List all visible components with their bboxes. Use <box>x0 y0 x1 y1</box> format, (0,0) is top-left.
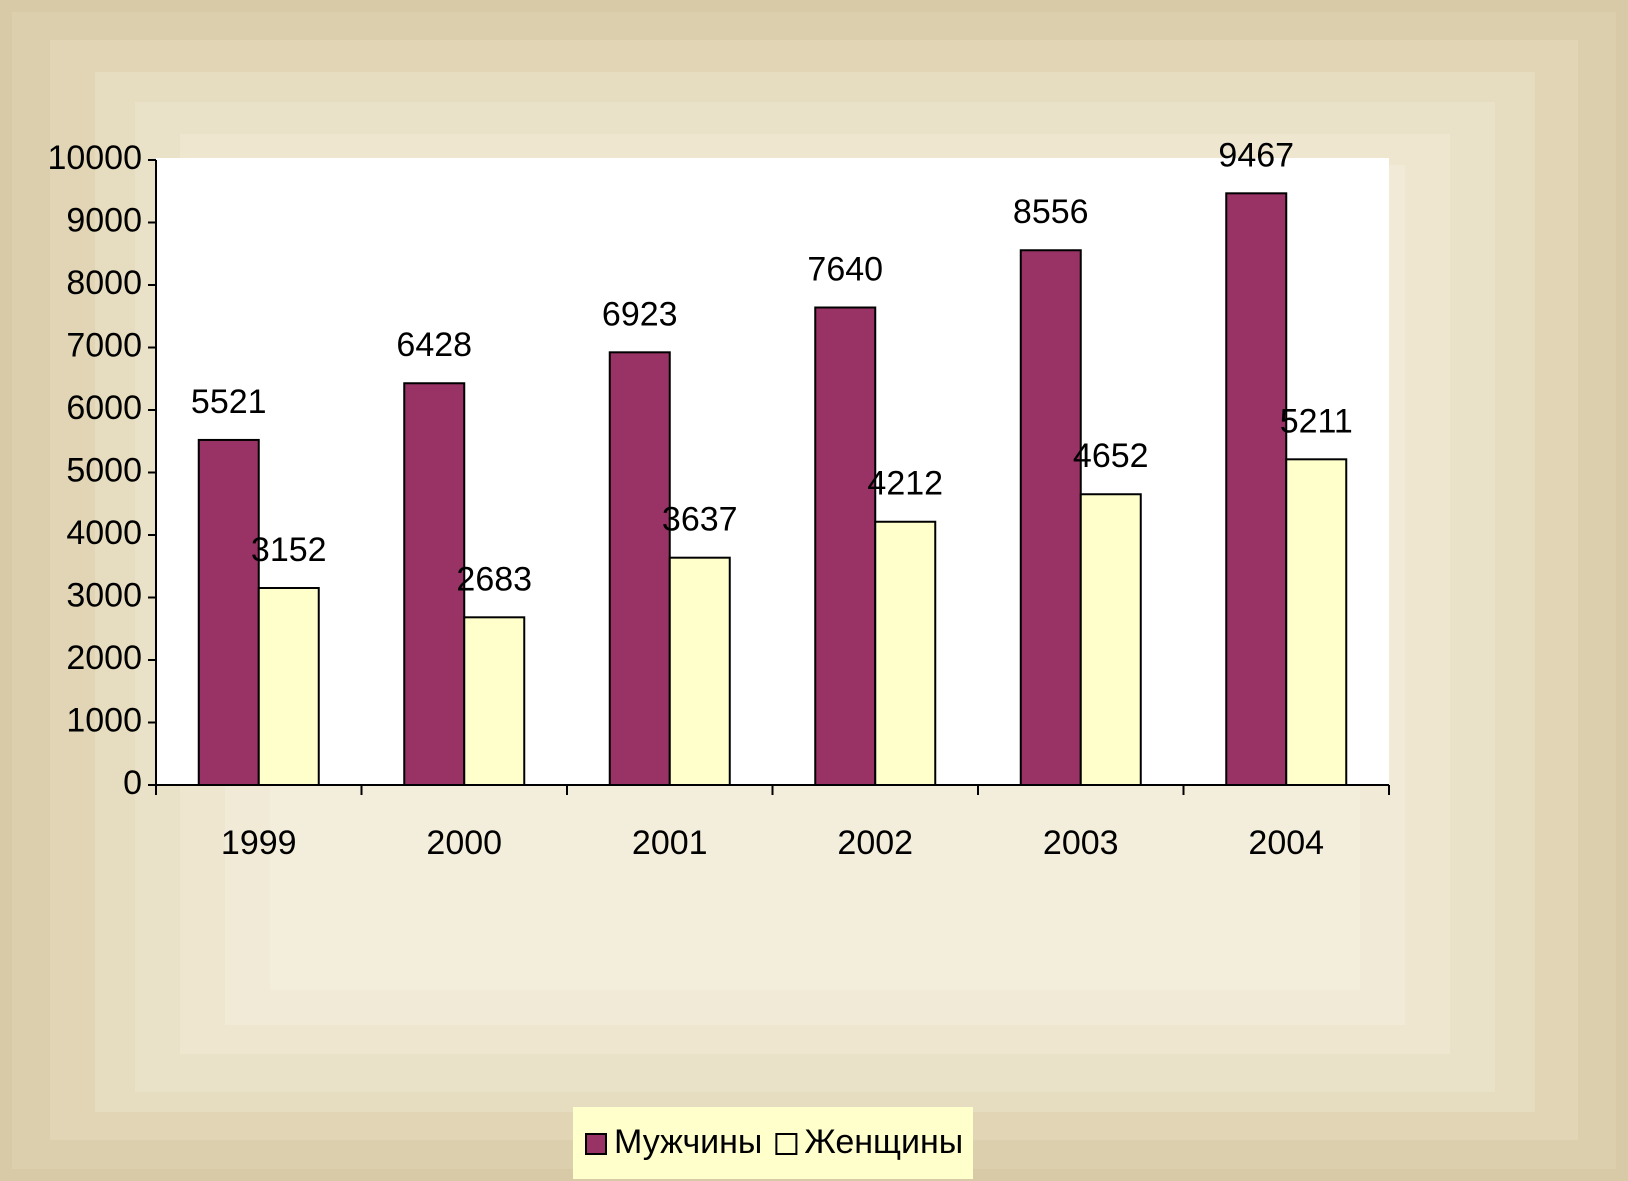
data-label: 5521 <box>191 383 267 421</box>
bar <box>257 587 320 786</box>
data-label: 3152 <box>251 531 327 569</box>
legend <box>573 1107 973 1179</box>
data-label: 5211 <box>1280 402 1353 440</box>
legend-label: Мужчины <box>614 1123 762 1161</box>
data-label: 6428 <box>396 326 472 364</box>
bar <box>668 556 731 786</box>
bar <box>1225 192 1288 786</box>
bar <box>197 438 260 786</box>
y-tick-label: 0 <box>123 764 142 802</box>
bar <box>1079 493 1142 786</box>
bar <box>403 382 466 786</box>
data-label: 4652 <box>1073 437 1149 475</box>
y-tick-label: 9000 <box>66 201 142 239</box>
x-tick-label: 2002 <box>837 824 913 862</box>
legend-swatch <box>585 1133 607 1155</box>
data-label: 9467 <box>1218 136 1294 174</box>
x-tick-label: 2000 <box>426 824 502 862</box>
bar <box>1019 249 1082 786</box>
x-tick-label: 2001 <box>632 824 708 862</box>
data-label: 7640 <box>807 250 883 288</box>
data-label: 8556 <box>1013 193 1089 231</box>
plot-area <box>156 158 1389 785</box>
y-tick-label: 5000 <box>66 451 142 489</box>
x-tick-label: 1999 <box>221 824 297 862</box>
y-tick-label: 3000 <box>66 576 142 614</box>
bar <box>608 351 671 786</box>
legend-label: Женщины <box>804 1123 963 1161</box>
y-tick-label: 10000 <box>47 139 142 177</box>
y-tick-label: 7000 <box>66 326 142 364</box>
bar <box>874 520 937 786</box>
y-tick-label: 2000 <box>66 639 142 677</box>
x-tick-label: 2004 <box>1248 824 1324 862</box>
data-label: 3637 <box>662 501 738 539</box>
bar <box>814 306 877 786</box>
y-tick-label: 6000 <box>66 389 142 427</box>
bar <box>463 616 526 786</box>
y-tick-label: 4000 <box>66 514 142 552</box>
y-tick-label: 8000 <box>66 264 142 302</box>
data-label: 2683 <box>456 560 532 598</box>
y-tick-label: 1000 <box>66 701 142 739</box>
bar <box>1285 458 1348 786</box>
x-tick-label: 2003 <box>1043 824 1119 862</box>
data-label: 4212 <box>867 465 943 503</box>
legend-swatch <box>775 1133 798 1155</box>
data-label: 6923 <box>602 295 678 333</box>
